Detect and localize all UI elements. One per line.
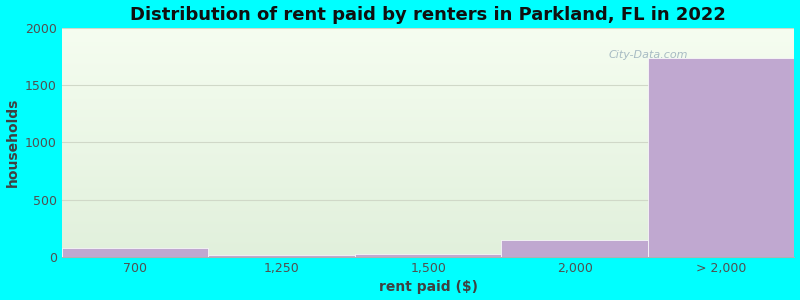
Y-axis label: households: households <box>6 98 19 187</box>
Bar <box>355 254 502 257</box>
X-axis label: rent paid ($): rent paid ($) <box>378 280 478 294</box>
Bar <box>208 255 355 257</box>
Bar <box>648 58 794 257</box>
Title: Distribution of rent paid by renters in Parkland, FL in 2022: Distribution of rent paid by renters in … <box>130 6 726 24</box>
Text: City-Data.com: City-Data.com <box>608 50 688 60</box>
Bar <box>62 248 208 257</box>
Bar <box>502 240 648 257</box>
